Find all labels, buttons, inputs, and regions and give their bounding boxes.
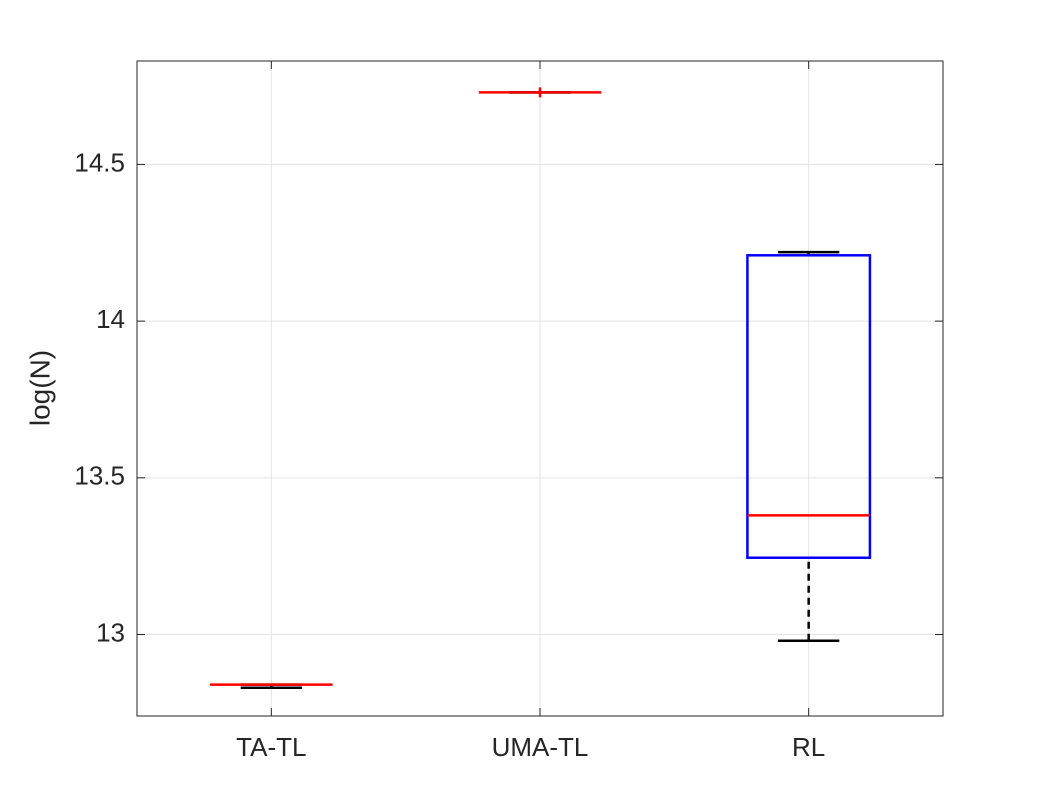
plot-frame — [136, 60, 944, 717]
y-tick-label: 13.5 — [74, 461, 125, 491]
outlier — [535, 87, 545, 98]
box — [746, 254, 872, 559]
y-tick-label: 14.5 — [74, 147, 125, 177]
y-tick-label: 13 — [96, 617, 125, 647]
x-tick-label: TA-TL — [236, 732, 306, 762]
x-tick-label: UMA-TL — [492, 732, 589, 762]
x-tick-label: RL — [792, 732, 825, 762]
y-axis-label: log(N) — [24, 350, 55, 426]
y-tick-label: 14 — [96, 304, 125, 334]
